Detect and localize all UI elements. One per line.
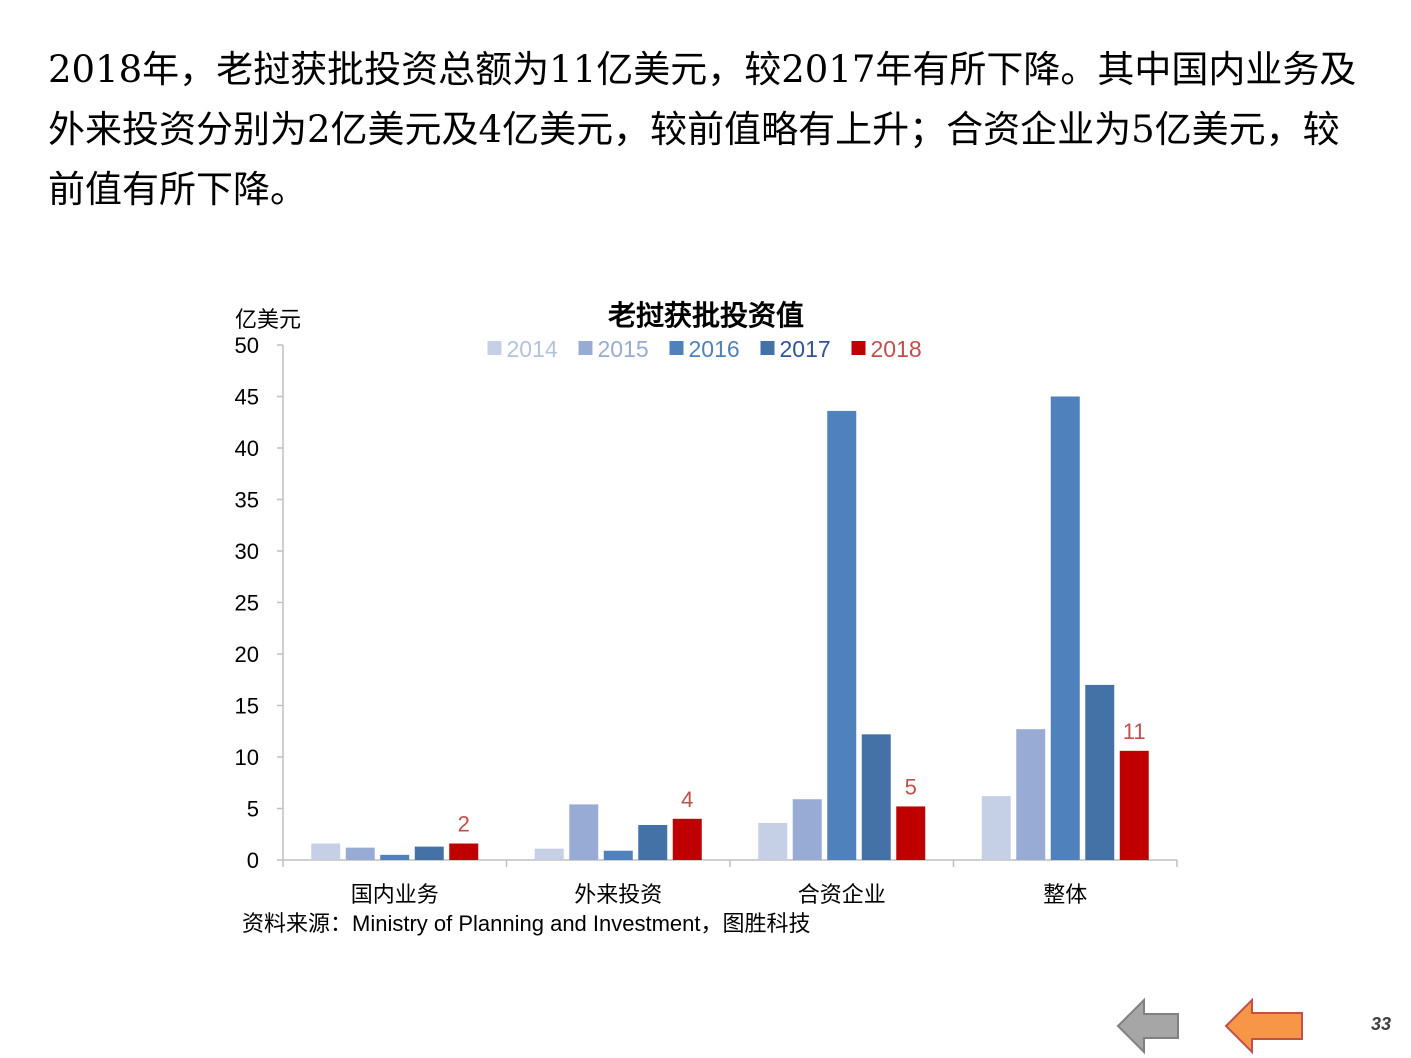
- bar-2015: [1016, 729, 1046, 860]
- y-tick-label: 35: [235, 488, 259, 513]
- chart-title: 老挝获批投资值: [608, 299, 804, 332]
- bar-2017: [414, 846, 444, 860]
- bar-2018: [449, 843, 479, 860]
- bar-2018: [672, 818, 702, 860]
- bar-2014: [311, 843, 341, 860]
- bar-2015: [569, 804, 599, 860]
- legend-label: 2018: [871, 336, 922, 362]
- y-tick-label: 30: [235, 539, 259, 564]
- y-axis-unit-label: 亿美元: [235, 308, 301, 333]
- legend-label: 2014: [507, 336, 558, 362]
- y-tick-label: 15: [235, 694, 259, 719]
- x-category-label: 整体: [1043, 883, 1087, 908]
- y-axis: 0 5 10 15 20 25 30 35 40 45 50: [235, 333, 284, 873]
- bar-2014: [981, 796, 1011, 860]
- arrow-right-icon: [1116, 997, 1179, 1055]
- bar-2015: [345, 847, 375, 860]
- intro-paragraph: 2018年，老挝获批投资总额为11亿美元，较2017年有所下降。其中国内业务及外…: [48, 48, 1357, 211]
- source-note: 资料来源：Ministry of Planning and Investment…: [242, 911, 811, 936]
- y-tick-label: 45: [235, 385, 259, 410]
- legend-swatch: [760, 341, 775, 355]
- next-page-button[interactable]: [1114, 996, 1184, 1056]
- x-category-label: 国内业务: [351, 883, 439, 908]
- previous-page-button[interactable]: [1222, 996, 1308, 1056]
- legend-swatch: [669, 341, 684, 355]
- bar-2017: [861, 734, 891, 860]
- bar-2016: [1050, 396, 1080, 860]
- bar-2018: [896, 806, 926, 860]
- legend-label: 2016: [689, 336, 740, 362]
- y-tick-label: 50: [235, 333, 259, 358]
- bar-2014: [534, 848, 564, 860]
- bars-group: [311, 396, 1149, 860]
- legend-swatch: [487, 341, 502, 355]
- legend-swatch: [578, 341, 593, 355]
- legend-label: 2015: [598, 336, 649, 362]
- bar-2016: [603, 850, 633, 860]
- x-axis: 国内业务 外来投资 合资企业 整体: [282, 859, 1178, 908]
- x-category-label: 合资企业: [798, 883, 886, 908]
- y-tick-label: 40: [235, 436, 259, 461]
- y-tick-label: 0: [247, 848, 259, 873]
- bar-2014: [758, 822, 788, 860]
- y-tick-label: 5: [247, 797, 259, 822]
- page-number: 33: [1370, 1014, 1391, 1034]
- bar-2016: [380, 854, 410, 860]
- data-labels-group: 2 4 5 11: [458, 719, 1146, 837]
- data-label: 11: [1123, 719, 1146, 744]
- arrow-left-icon: [1224, 997, 1303, 1055]
- bar-2017: [1085, 684, 1115, 860]
- bar-2015: [792, 799, 822, 860]
- y-tick-label: 10: [235, 745, 259, 770]
- x-category-label: 外来投资: [574, 883, 662, 908]
- bar-2018: [1119, 750, 1149, 860]
- bar-2017: [638, 824, 668, 860]
- y-tick-label: 25: [235, 591, 259, 616]
- bar-2016: [827, 410, 857, 860]
- data-label: 5: [905, 774, 917, 799]
- legend-label: 2017: [780, 336, 831, 362]
- legend-swatch: [851, 341, 866, 355]
- data-label: 2: [458, 812, 470, 837]
- y-tick-label: 20: [235, 642, 259, 667]
- chart-legend: 2014 2015 2016 2017 2018: [487, 336, 922, 362]
- data-label: 4: [681, 787, 693, 812]
